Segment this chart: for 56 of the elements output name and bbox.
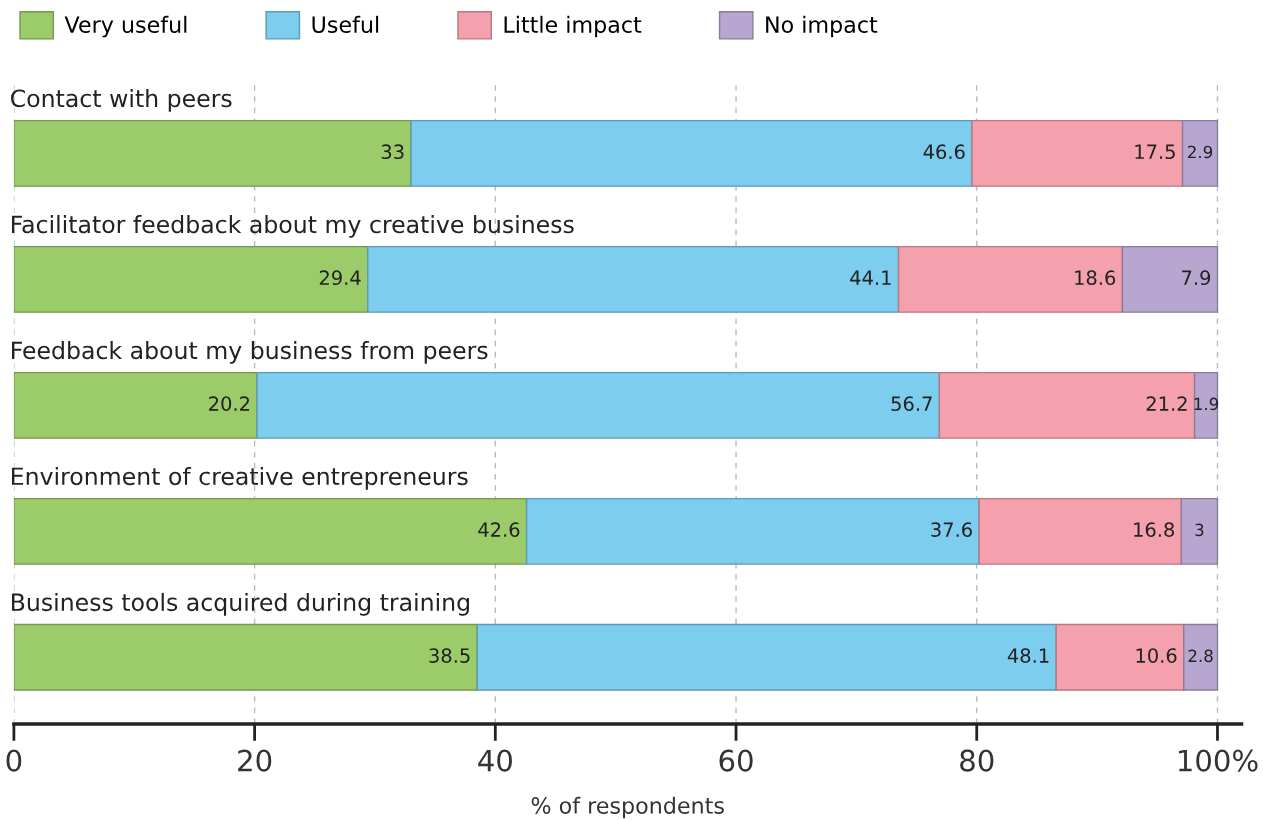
legend-label: Useful <box>312 15 379 33</box>
bar <box>1121 245 1219 313</box>
data-label: 3 <box>1195 523 1204 537</box>
y-tick-label: Environment of creative entrepreneurs <box>12 466 468 490</box>
x-tick-label: 80 <box>960 749 994 772</box>
bar <box>367 245 900 313</box>
data-label: 21.2 <box>1146 396 1187 411</box>
data-label: 29.4 <box>319 270 361 286</box>
y-tick-label: Contact with peers <box>11 89 232 112</box>
bar <box>1055 623 1185 691</box>
data-label: 1.9 <box>1194 397 1219 411</box>
x-tick-label: 0 <box>6 749 22 772</box>
bar <box>476 623 1057 691</box>
x-tick-label: 40 <box>478 749 512 772</box>
data-label: 18.6 <box>1075 270 1116 286</box>
y-tick-label: Feedback about my business from peers <box>12 340 488 364</box>
data-label: 20.2 <box>209 396 250 411</box>
legend-label: Little impact <box>504 15 642 38</box>
data-label: 48.1 <box>1007 648 1049 663</box>
bar <box>13 371 258 439</box>
bar <box>13 497 528 565</box>
data-label: 7.9 <box>1182 270 1211 286</box>
data-label: 33 <box>381 144 404 160</box>
bar <box>1181 119 1219 187</box>
data-label: 44.1 <box>850 270 891 285</box>
data-label: 42.6 <box>478 522 520 537</box>
data-label: 37.6 <box>931 522 972 537</box>
legend-label: No impact <box>766 15 878 38</box>
bar <box>525 497 980 565</box>
data-label: 16.8 <box>1134 522 1174 537</box>
bar <box>256 371 941 439</box>
x-tick-label: 20 <box>238 749 272 772</box>
legend-label: Very useful <box>64 15 187 38</box>
bar <box>1193 371 1219 439</box>
bar <box>978 497 1183 565</box>
data-label: 10.6 <box>1136 648 1177 663</box>
data-label: 38.5 <box>429 648 470 663</box>
data-label: 17.5 <box>1135 144 1175 160</box>
x-tick-label: 100% <box>1178 749 1258 772</box>
y-tick-label: Facilitator feedback about my creative business <box>12 214 574 238</box>
bar <box>13 119 412 187</box>
data-label: 2.8 <box>1188 649 1213 663</box>
bar <box>1180 497 1219 565</box>
data-label: 2.9 <box>1187 145 1213 159</box>
bar <box>897 245 1124 313</box>
y-tick-label: Business tools acquired during training <box>12 592 469 616</box>
x-tick-label: 60 <box>719 749 753 772</box>
data-label: 56.7 <box>891 396 932 411</box>
bar <box>971 119 1184 187</box>
bar <box>410 119 973 187</box>
data-label: 46.6 <box>923 144 965 160</box>
bar <box>1183 623 1219 691</box>
bar <box>13 245 369 313</box>
bar <box>13 623 478 691</box>
x-axis-title: % of respondents <box>531 796 724 819</box>
bar <box>938 371 1196 439</box>
